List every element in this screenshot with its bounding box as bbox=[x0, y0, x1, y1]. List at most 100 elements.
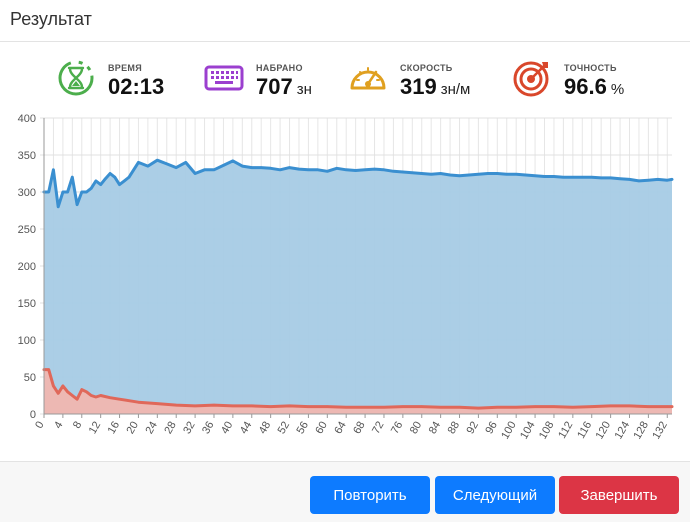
data-point-speed bbox=[47, 190, 50, 194]
x-tick-label: 96 bbox=[483, 420, 500, 437]
data-point-errors bbox=[609, 404, 612, 408]
data-point-errors bbox=[250, 404, 253, 408]
data-point-speed bbox=[656, 178, 660, 181]
data-point-speed bbox=[467, 173, 471, 177]
y-tick-label: 150 bbox=[18, 298, 36, 310]
data-point-errors bbox=[137, 400, 140, 404]
x-tick-label: 52 bbox=[276, 420, 293, 437]
data-point-errors bbox=[99, 394, 102, 397]
data-point-speed bbox=[288, 166, 291, 169]
chart-axes bbox=[43, 118, 672, 415]
data-point-speed bbox=[146, 164, 150, 168]
data-point-speed bbox=[165, 162, 168, 166]
next-button[interactable]: Следующий bbox=[435, 476, 555, 514]
data-point-errors bbox=[75, 398, 79, 401]
data-point-errors bbox=[439, 406, 442, 409]
x-tick-label: 88 bbox=[446, 420, 463, 437]
data-point-errors bbox=[496, 406, 499, 409]
chart-areas bbox=[44, 160, 672, 414]
chart-lines bbox=[42, 158, 674, 410]
target-icon bbox=[513, 61, 549, 97]
data-point-errors bbox=[94, 395, 98, 399]
data-point-speed bbox=[543, 175, 546, 178]
stat-typed-unit: зн bbox=[296, 81, 312, 98]
data-point-speed bbox=[118, 183, 121, 186]
stat-accuracy: ТОЧНОСТЬ 96.6% bbox=[512, 54, 652, 104]
data-point-speed bbox=[599, 176, 603, 180]
y-tick-label: 50 bbox=[24, 372, 36, 384]
data-point-speed bbox=[123, 179, 126, 183]
data-point-errors bbox=[90, 394, 93, 397]
data-point-speed bbox=[344, 168, 348, 171]
data-point-speed bbox=[269, 167, 272, 170]
data-point-speed bbox=[448, 173, 452, 177]
stat-time-label: ВРЕМЯ bbox=[108, 63, 142, 73]
data-point-errors bbox=[47, 368, 50, 371]
data-point-speed bbox=[307, 168, 310, 171]
data-point-errors bbox=[533, 405, 537, 408]
series-line-speed bbox=[42, 158, 674, 209]
data-point-speed bbox=[203, 168, 206, 171]
data-point-speed bbox=[316, 168, 320, 171]
stat-typed-label: НАБРАНО bbox=[256, 63, 303, 73]
data-point-speed bbox=[401, 170, 405, 174]
data-point-speed bbox=[666, 178, 669, 182]
data-point-errors bbox=[156, 402, 159, 405]
result-header: Результат bbox=[0, 0, 690, 42]
x-tick-label: 124 bbox=[613, 420, 633, 441]
data-point-speed bbox=[354, 169, 357, 172]
data-point-errors bbox=[514, 406, 518, 409]
data-point-errors bbox=[108, 396, 112, 399]
data-point-errors bbox=[193, 404, 197, 408]
data-point-speed bbox=[552, 175, 556, 178]
x-tick-label: 100 bbox=[499, 420, 519, 441]
data-point-speed bbox=[278, 168, 282, 171]
data-point-speed bbox=[99, 183, 102, 186]
x-tick-label: 112 bbox=[556, 420, 575, 441]
data-point-errors bbox=[56, 392, 60, 395]
y-tick-label: 250 bbox=[18, 224, 36, 236]
x-axis-ticks: 0 4 8 12 16 20 24 28 32 36 40 44 48 52 56 60 64 68 72 76 80 8… bbox=[33, 414, 670, 440]
data-point-errors bbox=[175, 403, 178, 407]
data-point-speed bbox=[297, 167, 301, 171]
series-area-errors bbox=[44, 369, 672, 414]
data-point-speed bbox=[505, 173, 508, 176]
finish-button[interactable]: Завершить bbox=[559, 476, 679, 514]
data-point-speed bbox=[647, 178, 650, 182]
data-point-speed bbox=[628, 178, 631, 181]
data-point-speed bbox=[90, 187, 93, 190]
data-point-speed bbox=[533, 174, 537, 177]
data-point-speed bbox=[439, 172, 442, 175]
data-point-speed bbox=[477, 173, 480, 176]
data-point-speed bbox=[108, 172, 112, 175]
footer-bar: Повторить Следующий Завершить bbox=[0, 461, 690, 522]
stat-speed-value: 319 зн/м bbox=[400, 74, 471, 99]
data-point-speed bbox=[524, 173, 527, 177]
data-point-errors bbox=[571, 406, 575, 409]
x-tick-label: 84 bbox=[427, 420, 444, 437]
data-point-errors bbox=[344, 406, 348, 409]
hourglass-icon bbox=[58, 60, 94, 96]
data-point-speed bbox=[175, 166, 178, 169]
data-point-speed bbox=[429, 173, 433, 176]
data-point-errors bbox=[80, 388, 83, 391]
repeat-button[interactable]: Повторить bbox=[310, 476, 430, 514]
stat-time: ВРЕМЯ 02:13 bbox=[56, 54, 196, 104]
speedometer-icon bbox=[350, 67, 386, 90]
keyboard-icon bbox=[204, 65, 244, 91]
stat-accuracy-value: 96.6% bbox=[564, 74, 625, 99]
data-point-speed bbox=[326, 170, 329, 173]
data-point-speed bbox=[56, 205, 60, 208]
data-point-errors bbox=[647, 405, 650, 408]
data-point-speed bbox=[104, 177, 107, 180]
stat-time-value: 02:13 bbox=[108, 74, 165, 99]
data-point-errors bbox=[307, 405, 310, 408]
data-point-speed bbox=[61, 190, 65, 194]
data-point-speed bbox=[373, 167, 376, 171]
x-tick-label: 0 bbox=[33, 420, 46, 431]
data-point-speed bbox=[231, 159, 235, 163]
data-point-speed bbox=[94, 179, 98, 183]
data-point-errors bbox=[231, 404, 235, 408]
data-point-speed bbox=[250, 166, 253, 169]
x-tick-label: 76 bbox=[389, 420, 406, 437]
